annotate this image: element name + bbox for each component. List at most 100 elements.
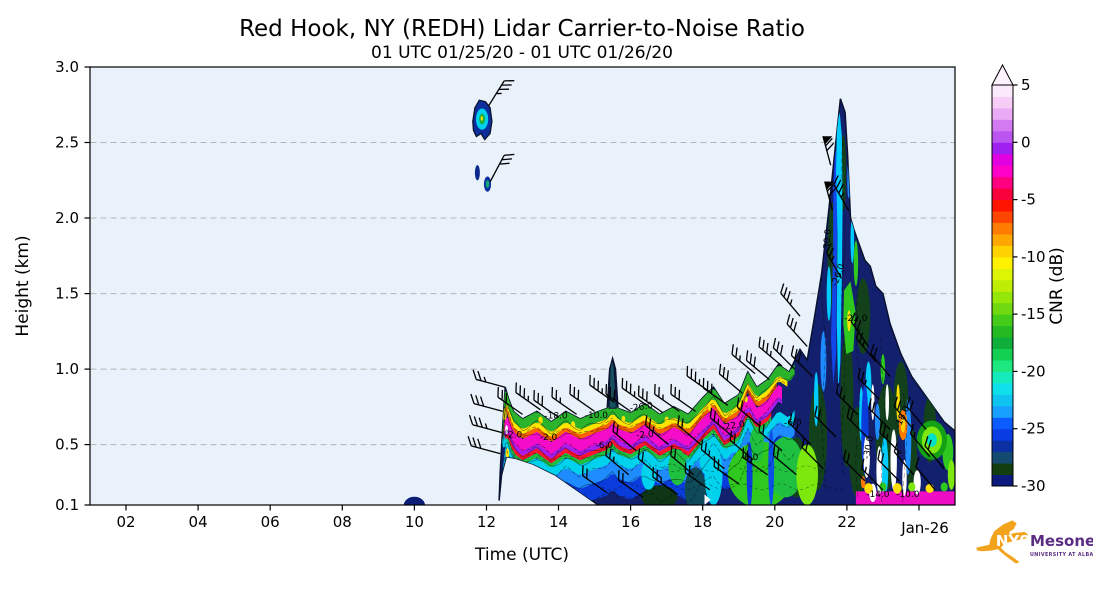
wind-barb-tick — [843, 449, 847, 460]
cloud-blob-detail — [474, 165, 480, 181]
wind-barb-tick — [927, 439, 932, 450]
wind-barb-tick — [523, 388, 526, 399]
wind-barb-tick — [736, 397, 740, 408]
wind-barb-tick — [753, 356, 756, 367]
wind-barb — [589, 374, 615, 403]
wind-barb — [617, 470, 644, 498]
wind-barb-tick — [541, 395, 544, 406]
x-tick-label: 02 — [116, 513, 135, 531]
cnr-patch — [885, 384, 889, 421]
wind-barb-tick — [857, 368, 861, 379]
contour-label: -6.0 — [784, 418, 802, 428]
wind-barb-tick — [828, 188, 836, 197]
wind-barb — [868, 398, 891, 430]
wind-barb-tick — [873, 347, 878, 358]
wind-barb-halftick — [864, 466, 867, 473]
wind-barb — [551, 387, 577, 415]
y-tick-label: 0.5 — [55, 436, 79, 454]
wind-barb-tick — [860, 371, 865, 382]
wind-barb-tick — [893, 441, 898, 453]
cnr-patch — [893, 483, 902, 494]
cnr-patch — [855, 278, 871, 355]
wind-barb — [472, 369, 506, 388]
contour-label: -22.0 — [721, 420, 746, 434]
wind-barb-halftick — [796, 425, 799, 431]
cnr-data-layer — [403, 98, 955, 505]
wind-barb-tick — [835, 179, 842, 190]
cnr-patch — [505, 448, 510, 459]
colorbar-extend-arrow — [991, 63, 1014, 86]
wind-barb-tick — [519, 385, 522, 396]
axis-layer: 02 04 06 08 10 12 14 16 18 20 22 Jan-26 3.0 2.5 2.0 1.5… — [55, 58, 956, 537]
colorbar-segment — [992, 222, 1013, 235]
wind-barb-tick — [718, 363, 722, 374]
colorbar-segment — [992, 165, 1013, 178]
wind-barb-tick — [658, 386, 660, 398]
contour-label: -2.0 — [505, 431, 523, 441]
cnr-patch — [538, 416, 543, 425]
colorbar-segment — [992, 394, 1013, 407]
contour-label: -10.0 — [585, 411, 609, 421]
wind-barb-halftick — [496, 92, 502, 95]
x-axis-label: Time (UTC) — [474, 545, 569, 565]
wind-barb-tick — [702, 377, 705, 389]
y-tick-label: 0.1 — [55, 496, 79, 514]
wind-barb — [924, 435, 945, 470]
wind-barb-tick — [678, 389, 681, 400]
wind-barb-tick — [684, 462, 687, 473]
wind-barb-tick — [625, 380, 628, 391]
cloud-blob-detail — [485, 180, 490, 188]
wind-barb-halftick — [842, 394, 846, 401]
colorbar-segment — [992, 463, 1013, 476]
x-tick-label: Jan-26 — [900, 519, 949, 537]
y-tick-label: 2.5 — [55, 134, 79, 152]
wind-barb-tick — [733, 433, 736, 444]
wind-barb — [786, 314, 808, 347]
wind-barb — [772, 445, 797, 476]
wind-barb — [684, 462, 711, 491]
wind-barb-tick — [909, 400, 914, 411]
wind-barb — [870, 343, 891, 378]
colorbar-segment — [992, 291, 1013, 304]
wind-barb-tick — [826, 183, 835, 192]
colorbar-tick-label: -10 — [1021, 248, 1046, 266]
wind-barb-tick — [870, 343, 875, 354]
wind-barb — [713, 456, 740, 485]
contour-label: -6.0 — [741, 453, 759, 463]
wind-barb-tick — [477, 438, 482, 449]
colorbar-segment — [992, 314, 1013, 327]
wind-barb — [654, 384, 680, 412]
wind-barb-tick — [833, 175, 839, 185]
wind-barb-tick — [906, 396, 911, 407]
wind-barb — [879, 422, 902, 455]
wind-barb-halftick — [913, 432, 916, 438]
wind-barb — [489, 153, 515, 183]
wind-barb — [772, 337, 796, 370]
wind-barb-tick — [871, 401, 876, 412]
wind-barb-tick — [641, 451, 645, 462]
x-tick-label: 08 — [333, 513, 352, 531]
wind-barb-halftick — [886, 434, 889, 440]
contour-line — [502, 449, 795, 505]
wind-barb-halftick — [717, 418, 720, 425]
wind-barb-tick — [654, 384, 656, 395]
wind-barb — [515, 382, 541, 411]
wind-barb-tick — [569, 384, 572, 395]
wind-barb-staff — [786, 323, 808, 347]
colorbar-segment — [992, 130, 1013, 143]
x-tick-label: 18 — [693, 513, 712, 531]
wind-barb-halftick — [864, 379, 867, 386]
wind-barb — [833, 175, 850, 211]
contour-line — [504, 402, 782, 461]
wind-barb-tick — [838, 183, 844, 194]
contour-label: -30.0 — [822, 228, 834, 252]
wind-barb-tick — [673, 448, 677, 459]
wind-barb-tick — [501, 84, 512, 86]
contour-label: -10.0 — [896, 490, 920, 500]
wind-barb-tick — [893, 396, 898, 407]
wind-barb-tick — [805, 441, 809, 452]
wind-barb-tick — [726, 370, 729, 381]
y-tick-label: 1.0 — [55, 360, 79, 378]
wind-barb-tick — [573, 386, 576, 398]
